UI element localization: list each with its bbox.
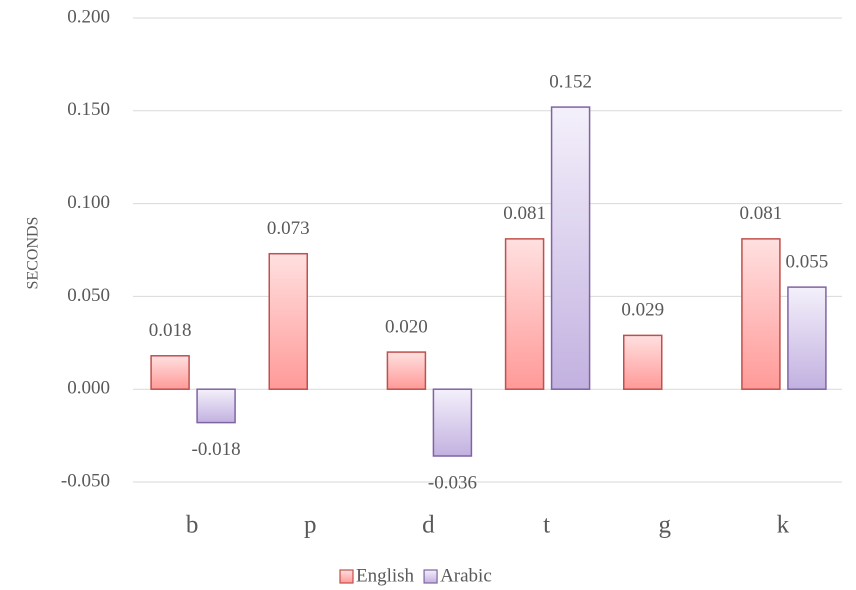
y-tick-label: 0.200 xyxy=(67,6,110,27)
data-label: 0.029 xyxy=(621,300,664,321)
data-label: 0.081 xyxy=(740,203,783,224)
data-label: 0.073 xyxy=(267,218,310,239)
legend-label: English xyxy=(356,565,415,586)
x-tick-label: d xyxy=(422,512,435,539)
x-tick-label: k xyxy=(777,512,790,539)
data-label: 0.081 xyxy=(503,203,546,224)
y-tick-label: 0.150 xyxy=(67,99,110,120)
bar xyxy=(268,252,308,390)
y-tick-label: -0.050 xyxy=(61,470,110,491)
data-label: 0.020 xyxy=(385,316,428,337)
bar xyxy=(787,286,827,390)
bar xyxy=(741,238,781,390)
legend-swatch xyxy=(339,569,354,584)
bar xyxy=(432,388,473,457)
x-tick-label: g xyxy=(659,512,672,539)
data-label: -0.018 xyxy=(192,439,241,460)
y-tick-label: 0.050 xyxy=(67,285,110,306)
data-label: 0.055 xyxy=(786,251,829,272)
bar xyxy=(150,355,190,390)
y-tick-label: 0.000 xyxy=(67,378,110,399)
data-label: 0.018 xyxy=(149,320,192,341)
bar xyxy=(623,334,663,390)
y-tick-label: 0.100 xyxy=(67,192,110,213)
bar xyxy=(196,388,236,424)
legend-swatch xyxy=(423,569,438,584)
bar xyxy=(504,238,545,390)
data-label: 0.152 xyxy=(549,71,592,92)
bar xyxy=(386,351,427,390)
x-tick-label: b xyxy=(186,512,199,539)
x-tick-label: t xyxy=(543,512,550,539)
data-label: -0.036 xyxy=(428,472,477,493)
bar xyxy=(550,106,591,390)
x-tick-label: p xyxy=(304,512,317,539)
y-axis-title: SECONDS xyxy=(25,217,42,290)
legend-label: Arabic xyxy=(440,565,492,586)
